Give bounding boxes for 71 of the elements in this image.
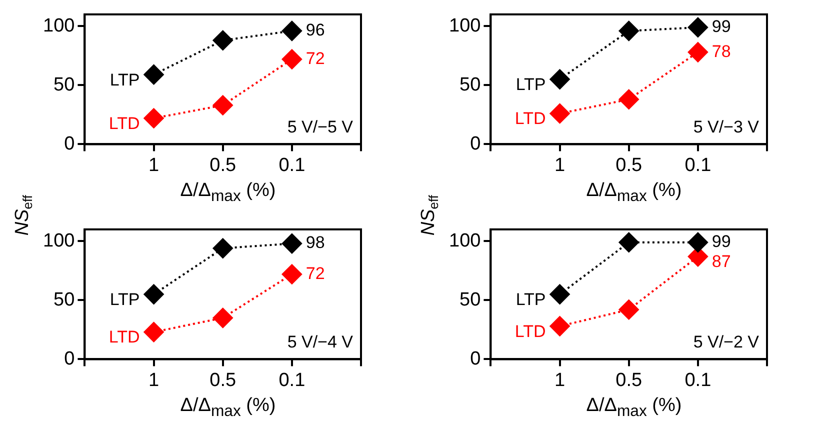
point xyxy=(144,64,164,85)
annotation: 5 V/−3 V xyxy=(693,117,760,136)
point xyxy=(618,89,639,110)
point xyxy=(212,238,233,258)
point xyxy=(282,20,302,41)
data-label: 72 xyxy=(306,264,325,283)
x-tick-label: 1 xyxy=(554,370,566,391)
annotation: 5 V/−5 V xyxy=(287,117,354,136)
series-label: LTP xyxy=(516,290,546,309)
point xyxy=(282,234,302,254)
series-label: LTP xyxy=(516,74,546,94)
point xyxy=(212,30,233,50)
y-tick-label: 0 xyxy=(64,348,75,370)
x-tick-label: 0.1 xyxy=(278,154,306,176)
x-tick-label: 0.1 xyxy=(278,370,306,391)
series-label: LTD xyxy=(108,328,140,347)
x-axis-title: Δ/Δ$_{max}$ (%) xyxy=(180,180,276,205)
x-tick-label: 0.5 xyxy=(616,370,642,391)
point xyxy=(144,108,164,128)
x-axis-title: Δ/Δ$_{max}$ (%) xyxy=(585,395,683,422)
data-label: 78 xyxy=(712,42,731,61)
x-tick-label: 1 xyxy=(148,370,160,391)
point xyxy=(550,284,570,304)
y-tick-label: 0 xyxy=(470,133,481,154)
point xyxy=(688,232,708,252)
data-label: 87 xyxy=(712,252,731,272)
y-tick-label: 0 xyxy=(470,348,481,370)
point xyxy=(144,284,164,304)
point xyxy=(688,42,708,62)
series-label: LTD xyxy=(108,114,140,133)
x-tick-label: 1 xyxy=(554,154,566,176)
y-tick-label: 100 xyxy=(43,15,75,36)
point xyxy=(212,308,233,328)
y-tick-label: 50 xyxy=(54,74,75,96)
series-label: LTD xyxy=(514,322,546,341)
point xyxy=(618,300,639,320)
data-label: 98 xyxy=(306,233,325,252)
data-label: 72 xyxy=(306,48,325,68)
data-label: 99 xyxy=(712,17,731,36)
x-tick-label: 1 xyxy=(148,154,160,176)
annotation: 5 V/−4 V xyxy=(287,332,354,352)
point xyxy=(550,69,570,90)
point xyxy=(550,104,570,124)
annotation: 5 V/−2 V xyxy=(693,332,760,352)
x-tick-label: 0.5 xyxy=(210,154,236,176)
point xyxy=(618,232,639,252)
x-axis-title: Δ/Δ$_{max}$ (%) xyxy=(586,180,682,205)
x-tick-label: 0.1 xyxy=(684,370,712,391)
y-tick-label: 100 xyxy=(43,230,75,252)
y-tick-label: 50 xyxy=(460,289,481,310)
x-tick-label: 0.5 xyxy=(210,370,236,391)
point xyxy=(282,49,302,70)
y-tick-label: 100 xyxy=(449,230,481,252)
series-label: LTD xyxy=(514,109,546,128)
x-tick-label: 0.5 xyxy=(616,154,642,176)
x-axis-title: Δ/Δ$_{max}$ (%) xyxy=(179,395,277,422)
y-tick-label: 50 xyxy=(54,289,75,310)
x-tick-label: 0.1 xyxy=(684,154,712,176)
y-tick-label: 100 xyxy=(449,15,481,36)
data-label: 99 xyxy=(712,232,731,252)
series-label: LTP xyxy=(110,290,140,309)
data-label: 96 xyxy=(306,20,325,40)
y-tick-label: 50 xyxy=(460,74,481,96)
point xyxy=(688,17,708,38)
point xyxy=(212,95,233,116)
series-label: LTP xyxy=(110,70,140,90)
point xyxy=(282,264,302,284)
point xyxy=(144,322,164,342)
point xyxy=(550,316,570,336)
y-tick-label: 0 xyxy=(64,133,75,154)
point xyxy=(618,20,639,41)
